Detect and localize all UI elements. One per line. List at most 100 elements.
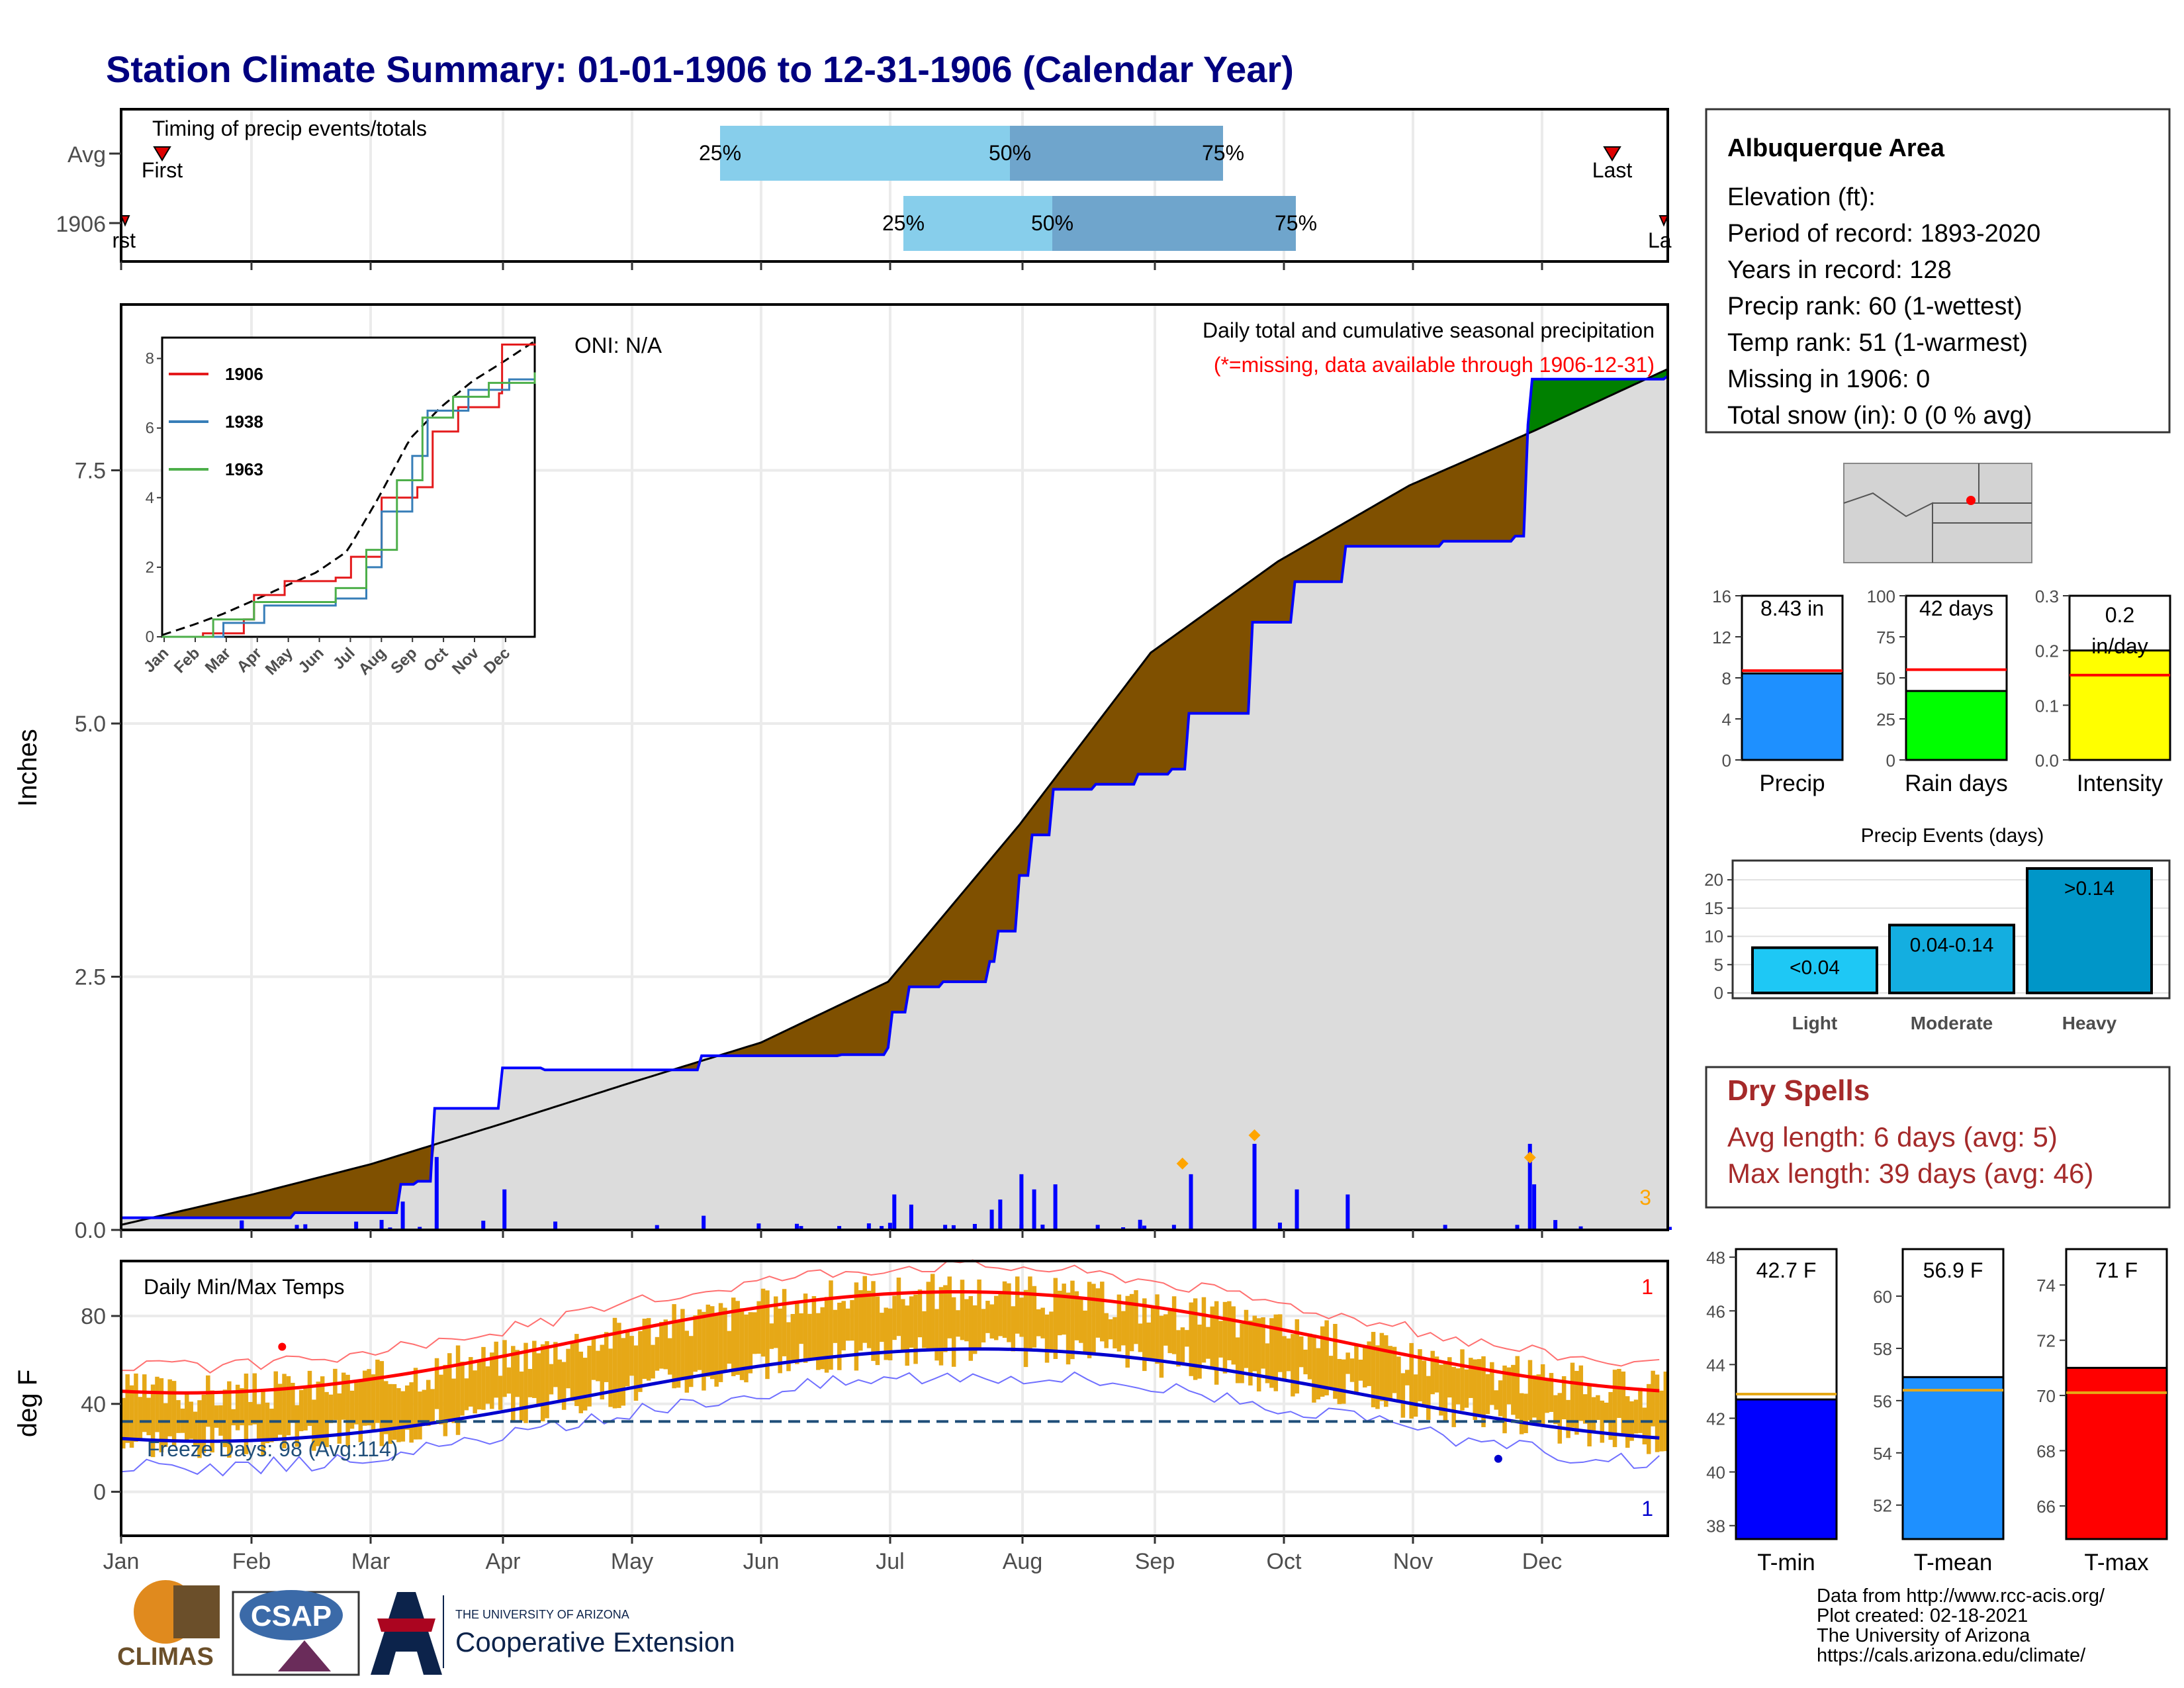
daily-temp-bar (409, 1382, 414, 1443)
csap-logo-mountain (278, 1640, 331, 1671)
daily-temp-bar (909, 1296, 914, 1348)
precip-events-y-tick-label: 0 (1714, 983, 1723, 1003)
daily-temp-bar (371, 1374, 376, 1430)
daily-temp-bar (625, 1331, 630, 1387)
daily-temp-bar (1418, 1349, 1422, 1401)
precip-events-bar-label: 0.04-0.14 (1910, 934, 1994, 956)
summary-y-tick-label: 75 (1876, 628, 1895, 647)
daily-temp-bar (1146, 1322, 1151, 1359)
precip-events-title: Precip Events (days) (1861, 825, 2044, 847)
daily-temp-bar (841, 1301, 846, 1351)
daily-temp-bar (532, 1340, 537, 1398)
daily-temp-bar (887, 1308, 893, 1361)
daily-temp-bar (1079, 1299, 1083, 1343)
daily-temp-bar (1142, 1298, 1147, 1372)
daily-precip-bar (756, 1223, 761, 1230)
daily-temp-bar (536, 1353, 541, 1407)
daily-precip-peak-marker (1524, 1151, 1536, 1164)
daily-temp-bar (1617, 1368, 1621, 1419)
daily-temp-bar (807, 1313, 812, 1361)
daily-precip-bar (240, 1220, 244, 1230)
temp-bar-value-label: 56.9 F (1923, 1258, 1983, 1282)
summary-y-tick-label: 0 (1886, 751, 1895, 771)
daily-precip-bar (400, 1201, 405, 1230)
daily-precip-bar (1095, 1225, 1100, 1230)
daily-temp-bar (146, 1397, 151, 1436)
temp-y-tick-label: 80 (81, 1304, 106, 1329)
daily-precip-bar (989, 1209, 994, 1230)
inset-y-tick-label: 4 (146, 489, 154, 507)
daily-temp-bar (426, 1380, 431, 1427)
daily-temp-bar (811, 1295, 817, 1360)
daily-temp-bar (705, 1304, 711, 1377)
daily-temp-bar (557, 1359, 562, 1400)
daily-precip-bar (1277, 1222, 1282, 1230)
daily-precip-peak-marker (1248, 1129, 1261, 1141)
daily-temp-bar (1159, 1315, 1164, 1378)
daily-precip-bar (1171, 1225, 1176, 1230)
daily-precip-bar (1032, 1189, 1036, 1230)
record-min-line (120, 1371, 1660, 1477)
dry-spells-box (1705, 1066, 2171, 1209)
daily-temp-bar (1214, 1301, 1219, 1385)
precip-description: Daily total and cumulative seasonal prec… (1203, 318, 1655, 342)
daily-temp-bar (400, 1391, 406, 1442)
daily-temp-bar (578, 1351, 583, 1413)
daily-temp-bar (1481, 1356, 1486, 1427)
climas-logo-text: CLIMAS (117, 1643, 214, 1671)
daily-temp-bar (663, 1319, 668, 1370)
daily-temp-bar (688, 1336, 694, 1387)
summary-y-tick-label: 4 (1722, 710, 1731, 729)
temp-bar-y-tick-label: 46 (1706, 1301, 1725, 1321)
daily-temp-bar (341, 1372, 346, 1420)
temp-bar-name: T-min (1757, 1550, 1815, 1575)
precip-events-y-tick-label: 5 (1714, 955, 1723, 974)
precip-events-bar (1751, 946, 1878, 994)
summary-y-tick-label: 0.2 (2035, 641, 2059, 661)
daily-temp-bar (1600, 1400, 1605, 1443)
daily-temp-bar (892, 1295, 897, 1340)
temp-count-bottom: 1 (1641, 1497, 1653, 1521)
daily-temp-bar (1007, 1283, 1011, 1342)
daily-temp-bar (1561, 1376, 1567, 1420)
daily-precip-bar (1443, 1225, 1447, 1230)
timing-pct-label: 50% (989, 141, 1031, 165)
daily-temp-bar (896, 1278, 901, 1336)
temp-bar-t-mean (1901, 1376, 2005, 1540)
daily-temp-bar (1277, 1314, 1283, 1372)
daily-temp-bar (481, 1346, 486, 1410)
daily-temp-bar (612, 1317, 617, 1409)
daily-temp-bar (1498, 1380, 1503, 1417)
daily-precip-bar (702, 1215, 706, 1230)
summary-bar-name: Rain days (1905, 771, 2008, 796)
daily-temp-bar (1113, 1317, 1117, 1348)
daily-temp-bar (1180, 1327, 1185, 1363)
daily-temp-bar (833, 1309, 838, 1343)
location-map (1843, 463, 2032, 563)
daily-temp-bar (1011, 1306, 1016, 1352)
record-max-line (120, 1259, 1660, 1374)
daily-temp-bar (291, 1382, 295, 1423)
daily-temp-bar (638, 1331, 643, 1392)
summary-y-tick-label: 0.1 (2035, 696, 2059, 716)
daily-temp-bar (244, 1374, 249, 1454)
daily-temp-bar (345, 1374, 350, 1447)
daily-precip-bar (303, 1224, 308, 1230)
daily-temp-bar (1324, 1320, 1329, 1395)
precip-y-tick-label: 0.0 (75, 1218, 106, 1243)
station-info-line: Total snow (in): 0 (0 % avg) (1727, 402, 2032, 430)
daily-temp-bar (723, 1307, 727, 1373)
temp-bar-y-tick-label: 58 (1873, 1339, 1892, 1359)
summary-y-tick-label: 16 (1712, 586, 1731, 606)
daily-temp-bar (1574, 1370, 1579, 1435)
daily-temp-bar (1023, 1289, 1028, 1368)
ua-logo-bar (377, 1618, 435, 1632)
summary-y-tick-label: 0 (1722, 751, 1731, 771)
temp-bar-name: T-max (2084, 1550, 2149, 1575)
daily-temp-bar (222, 1389, 228, 1448)
daily-temp-bar (1388, 1346, 1392, 1400)
daily-temp-bar (862, 1276, 867, 1343)
daily-temp-bar (1638, 1387, 1643, 1433)
daily-temp-bar (1328, 1356, 1334, 1390)
